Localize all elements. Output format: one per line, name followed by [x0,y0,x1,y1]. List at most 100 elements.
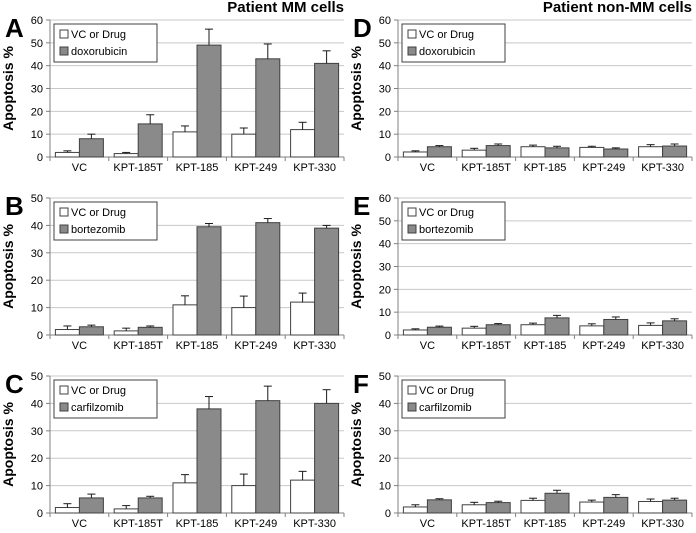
y-tick-label: 0 [385,330,391,342]
bar-control [231,485,257,514]
x-category-label: VC [420,518,435,530]
x-category-label: VC [72,340,87,352]
bar-control [579,146,605,158]
bar-control [172,482,198,514]
bar-drug [662,499,688,514]
bar-control [579,501,605,514]
panel-letter: B [5,191,24,221]
y-tick-label: 0 [37,508,43,520]
x-category-label: KPT-330 [293,162,336,174]
bar-drug [314,402,340,514]
legend-marker-drug [59,402,69,412]
legend-marker-drug [407,46,417,56]
y-tick-label: 10 [379,129,391,141]
bar-drug [137,497,163,514]
legend-marker-control [59,29,69,39]
x-category-label: VC [420,340,435,352]
bar-drug [196,408,222,514]
bar-control [520,499,546,514]
panel-C: 0 10 20 30 40 50 VC KPT-185T KPT-185 KPT-249 KPT-3… [0,356,348,533]
x-category-label: KPT-249 [234,162,277,174]
y-axis-label: Apoptosis % [348,224,364,309]
legend-label: VC or Drug [71,385,126,397]
legend-label: doxorubicin [71,46,127,58]
bar-control [231,133,257,158]
bar-drug [485,145,511,158]
legend-marker-drug [407,402,417,412]
bar-drug [255,222,281,336]
legend: VC or Drug carfilzomib [53,379,158,419]
legend: VC or Drug bortezomib [401,201,506,241]
y-tick-label: 20 [379,453,391,465]
panel-chart-B: 0 10 20 30 40 50 VC KPT-185T KPT-185 KPT-249 KPT-3… [0,191,345,352]
panel-letter: E [353,191,370,221]
y-tick-label: 60 [31,15,43,27]
legend-box [53,201,158,241]
bar-drug [137,326,163,336]
legend-marker-control [407,29,417,39]
legend: VC or Drug carfilzomib [401,379,506,419]
legend-marker-drug [59,224,69,234]
y-tick-label: 20 [379,106,391,118]
y-tick-label: 40 [31,398,43,410]
y-tick-label: 60 [379,193,391,205]
x-category-label: KPT-249 [234,518,277,530]
y-tick-label: 50 [379,216,391,228]
bar-drug [485,324,511,336]
x-category-label: KPT-185T [113,518,163,530]
y-tick-label: 30 [379,262,391,274]
y-axis-label: Apoptosis % [348,46,364,131]
bar-drug [78,138,104,158]
panel-chart-E: 0 10 20 30 40 50 60 VC KPT-185T KPT-185 KPT-249 KPT… [348,191,693,352]
y-tick-label: 40 [379,61,391,73]
legend-marker-control [59,385,69,395]
x-category-label: KPT-249 [234,340,277,352]
panel-chart-F: 0 10 20 30 40 50 VC KPT-185T KPT-185 KPT-249 KPT-3… [348,369,693,530]
x-category-label: KPT-185 [524,518,567,530]
x-category-label: KPT-185 [524,340,567,352]
bar-drug [426,499,452,514]
panel-F: 0 10 20 30 40 50 VC KPT-185T KPT-185 KPT-249 KPT-3… [348,356,696,533]
legend-box [401,379,506,419]
legend-marker-control [407,385,417,395]
bar-drug [426,146,452,158]
x-category-label: KPT-185 [524,162,567,174]
y-tick-label: 30 [379,426,391,438]
x-category-label: KPT-185 [176,518,219,530]
panel-chart-A: 0 10 20 30 40 50 60 VC KPT-185T KPT-185 KPT-249 KPT… [0,0,345,174]
x-category-label: KPT-185T [461,162,511,174]
panel-letter: C [5,369,24,399]
bar-drug [544,147,570,158]
bar-control [520,324,546,336]
x-category-label: KPT-249 [582,518,625,530]
y-tick-label: 10 [31,303,43,315]
legend-marker-drug [407,224,417,234]
bar-control [231,307,257,336]
bar-drug [78,497,104,514]
bar-drug [196,226,222,336]
bar-control [402,329,428,336]
bar-drug [196,44,222,158]
bar-control [638,324,664,336]
panel-letter: F [353,369,369,399]
y-tick-label: 10 [31,129,43,141]
bar-drug [603,496,629,514]
y-tick-label: 50 [31,193,43,205]
y-tick-label: 30 [31,426,43,438]
y-tick-label: 40 [379,239,391,251]
panel-chart-C: 0 10 20 30 40 50 VC KPT-185T KPT-185 KPT-249 KPT-3… [0,369,345,530]
panel-D: 0 10 20 30 40 50 60 VC KPT-185T KPT-185 KPT-249 KPT… [348,0,696,178]
panel-letter: D [353,13,372,43]
y-tick-label: 0 [37,330,43,342]
bar-control [402,151,428,158]
x-category-label: KPT-185T [461,340,511,352]
y-tick-label: 10 [379,307,391,319]
bar-control [290,479,316,514]
x-category-label: KPT-185T [113,340,163,352]
legend-box [401,23,506,63]
bar-drug [544,317,570,336]
bar-drug [426,326,452,336]
legend-label: bortezomib [71,224,125,236]
bar-control [54,151,80,158]
